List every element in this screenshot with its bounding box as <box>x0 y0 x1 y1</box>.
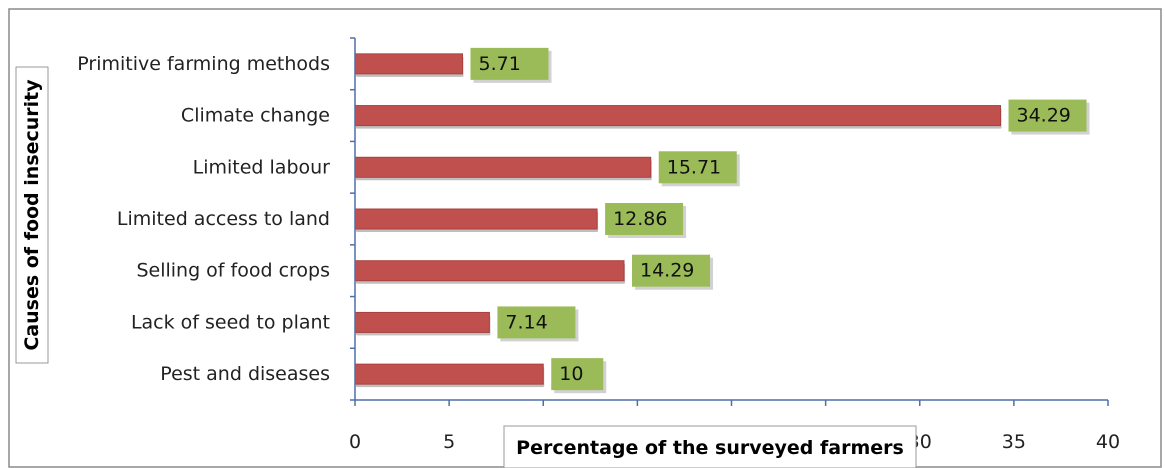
data-label: 14.29 <box>640 260 694 282</box>
category-label: Selling of food crops <box>136 260 330 282</box>
bar <box>354 53 463 75</box>
bar <box>354 311 490 333</box>
chart-frame <box>8 8 1162 468</box>
x-tick-label: 35 <box>1002 431 1026 453</box>
data-label-box <box>551 358 604 391</box>
category-label: Lack of seed to plant <box>131 311 330 333</box>
x-tick-label: 40 <box>1096 431 1120 453</box>
y-axis-title-box <box>15 66 49 364</box>
bar <box>354 105 1002 127</box>
data-label-box <box>497 306 576 339</box>
data-label-box <box>658 151 737 184</box>
x-tick-label: 0 <box>349 431 361 453</box>
bar <box>354 156 652 178</box>
data-label: 34.29 <box>1017 105 1071 127</box>
bar <box>354 363 544 385</box>
x-axis-title-group: Percentage of the surveyed farmers <box>503 425 917 468</box>
y-axis-title-group: Causes of food insecurity <box>15 66 49 364</box>
category-label: Climate change <box>181 105 330 127</box>
category-label: Primitive farming methods <box>77 53 330 75</box>
data-label: 7.14 <box>505 311 547 333</box>
category-label: Pest and diseases <box>160 363 330 385</box>
y-axis-title: Causes of food insecurity <box>21 79 43 351</box>
x-axis-title-box <box>503 425 917 468</box>
data-label: 5.71 <box>478 53 520 75</box>
data-label-box <box>632 254 711 287</box>
bar <box>354 208 598 230</box>
category-label: Limited access to land <box>117 208 330 230</box>
data-label-box <box>605 203 684 235</box>
data-label: 10 <box>559 363 583 385</box>
x-axis-title: Percentage of the surveyed farmers <box>516 437 904 459</box>
data-label-box <box>470 47 549 80</box>
data-label: 15.71 <box>667 156 721 178</box>
labels-layer: Pest and diseases 10 Lack of seed to plant… <box>77 47 1090 394</box>
data-label: 12.86 <box>613 208 667 230</box>
bar <box>354 260 625 282</box>
bars-layer <box>354 53 1002 388</box>
category-label: Limited labour <box>193 156 331 178</box>
data-label-box <box>1008 99 1087 132</box>
x-tick-label: 5 <box>443 431 455 453</box>
